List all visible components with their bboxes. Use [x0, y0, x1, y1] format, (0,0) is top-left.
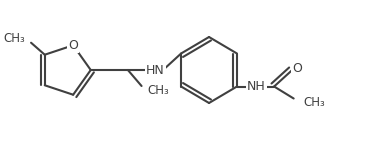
Text: CH₃: CH₃: [303, 96, 325, 109]
Text: CH₃: CH₃: [3, 32, 25, 45]
Text: O: O: [293, 62, 303, 75]
Text: CH₃: CH₃: [147, 85, 169, 97]
Text: NH: NH: [247, 80, 266, 93]
Text: HN: HN: [146, 64, 165, 77]
Text: O: O: [68, 39, 78, 52]
